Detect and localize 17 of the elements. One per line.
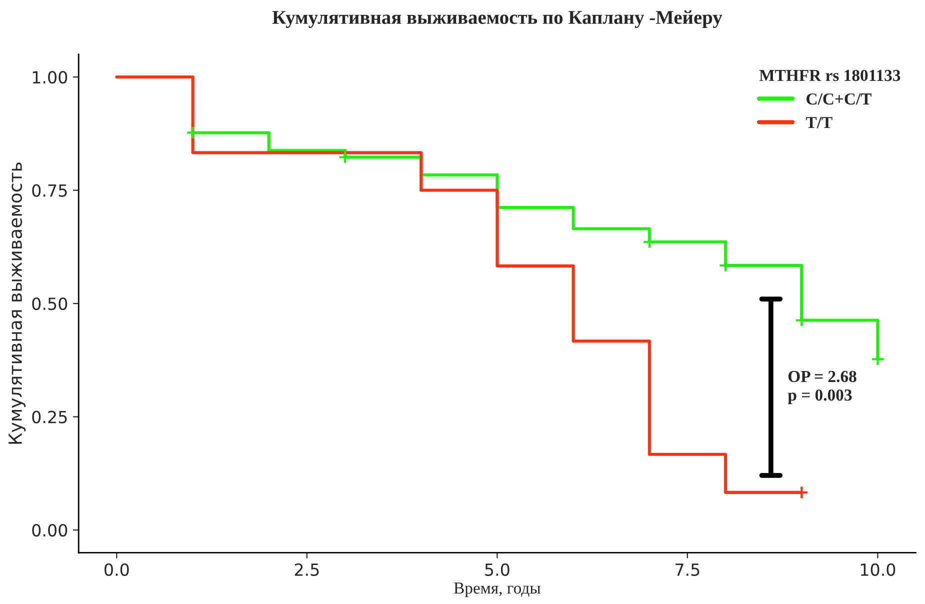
legend-label: T/T: [806, 117, 832, 128]
legend-label: C/C+C/T: [806, 93, 872, 105]
x-tick-label: 5.0: [485, 563, 510, 576]
x-tick-label: 2.5: [294, 563, 319, 576]
annotation: OP = 2.68 p = 0.003: [788, 370, 856, 404]
legend-title: MTHFR rs 1801133: [759, 70, 900, 82]
y-tick-label: 0.50: [32, 297, 68, 310]
x-tick-label: 0.0: [104, 563, 129, 576]
x-tick-label: 7.5: [676, 564, 700, 576]
x-tick-label: 10.0: [860, 563, 896, 576]
y-tick-label: 0.25: [32, 410, 67, 424]
x-axis-title: Время, годы: [454, 582, 540, 598]
y-tick-label: 1.00: [32, 70, 68, 84]
chart-title: Кумулятивная выживаемость по Каплану -Мейеру: [272, 10, 722, 28]
y-tick-label: 0.75: [32, 184, 67, 197]
y-axis-title: Кумулятивная выживаемость: [8, 162, 26, 444]
y-tick-label: 0.00: [32, 524, 68, 537]
